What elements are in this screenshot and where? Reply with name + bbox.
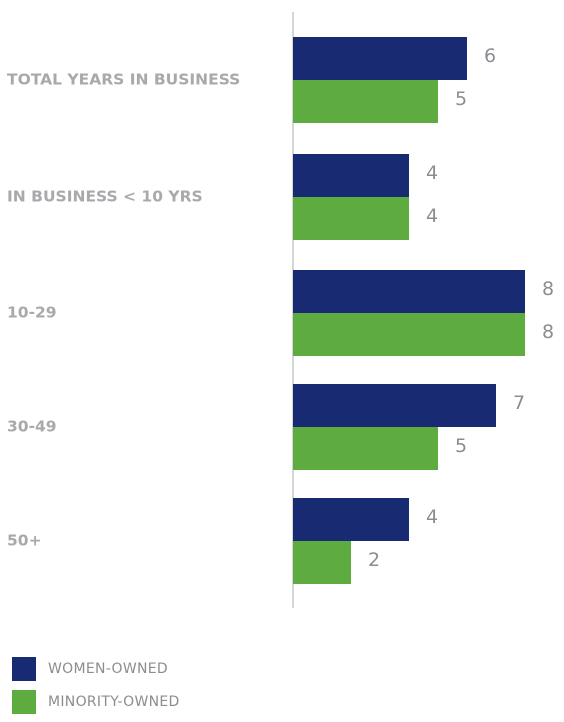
bar-minority-owned-total-years-in-business	[293, 80, 438, 123]
value-label-women-owned-in-business-10-yrs: 4	[426, 162, 438, 184]
legend-label-women-owned: WOMEN-OWNED	[48, 661, 168, 677]
value-label-women-owned-50: 4	[426, 506, 438, 528]
bar-minority-owned-in-business-10-yrs	[293, 197, 409, 240]
legend-swatch-minority-owned	[12, 690, 36, 714]
category-label-50: 50+	[7, 532, 42, 550]
legend-item-minority-owned: MINORITY-OWNED	[12, 689, 180, 715]
bar-minority-owned-10-29	[293, 313, 525, 356]
value-label-minority-owned-30-49: 5	[455, 435, 467, 457]
legend-swatch-women-owned	[12, 657, 36, 681]
category-label-30-49: 30-49	[7, 418, 57, 436]
value-label-minority-owned-total-years-in-business: 5	[455, 88, 467, 110]
bar-minority-owned-30-49	[293, 427, 438, 470]
value-label-minority-owned-10-29: 8	[542, 321, 554, 343]
value-label-minority-owned-50: 2	[368, 549, 380, 571]
bar-women-owned-10-29	[293, 270, 525, 313]
value-label-women-owned-10-29: 8	[542, 278, 554, 300]
bars-group	[293, 37, 525, 584]
category-label-10-29: 10-29	[7, 304, 57, 322]
value-label-minority-owned-in-business-10-yrs: 4	[426, 205, 438, 227]
bar-women-owned-30-49	[293, 384, 496, 427]
bar-women-owned-50	[293, 498, 409, 541]
value-label-women-owned-30-49: 7	[513, 392, 525, 414]
bar-minority-owned-50	[293, 541, 351, 584]
legend-label-minority-owned: MINORITY-OWNED	[48, 694, 180, 710]
bar-women-owned-total-years-in-business	[293, 37, 467, 80]
category-label-total-years-in-business: TOTAL YEARS IN BUSINESS	[7, 71, 240, 89]
legend: WOMEN-OWNED MINORITY-OWNED	[12, 656, 180, 722]
category-label-in-business-10-yrs: IN BUSINESS < 10 YRS	[7, 188, 203, 206]
bar-women-owned-in-business-10-yrs	[293, 154, 409, 197]
value-label-women-owned-total-years-in-business: 6	[484, 45, 496, 67]
legend-item-women-owned: WOMEN-OWNED	[12, 656, 180, 682]
